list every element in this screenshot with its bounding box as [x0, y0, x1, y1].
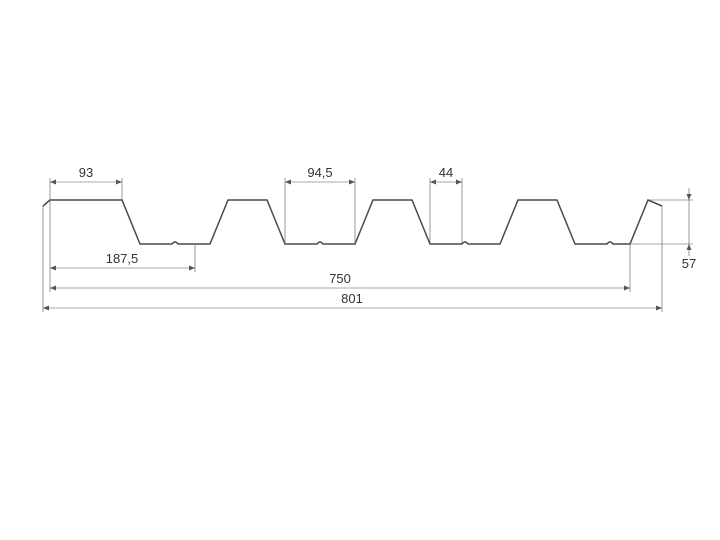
dim-93-label: 93 — [79, 165, 93, 180]
dim-94-5-label: 94,5 — [307, 165, 332, 180]
dim-187-5-label: 187,5 — [106, 251, 139, 266]
dim-57: 57 — [630, 188, 696, 271]
dim-93: 93 — [50, 165, 122, 200]
dim-750-label: 750 — [329, 271, 351, 286]
dim-801-label: 801 — [341, 291, 363, 306]
dim-44: 44 — [430, 165, 462, 244]
dim-57-label: 57 — [682, 256, 696, 271]
profile-diagram: 93 94,5 44 187,5 750 — [0, 0, 720, 540]
dim-44-label: 44 — [439, 165, 453, 180]
metal-profile-outline — [43, 200, 662, 244]
dim-94-5: 94,5 — [285, 165, 355, 244]
dim-187-5: 187,5 — [50, 200, 195, 272]
